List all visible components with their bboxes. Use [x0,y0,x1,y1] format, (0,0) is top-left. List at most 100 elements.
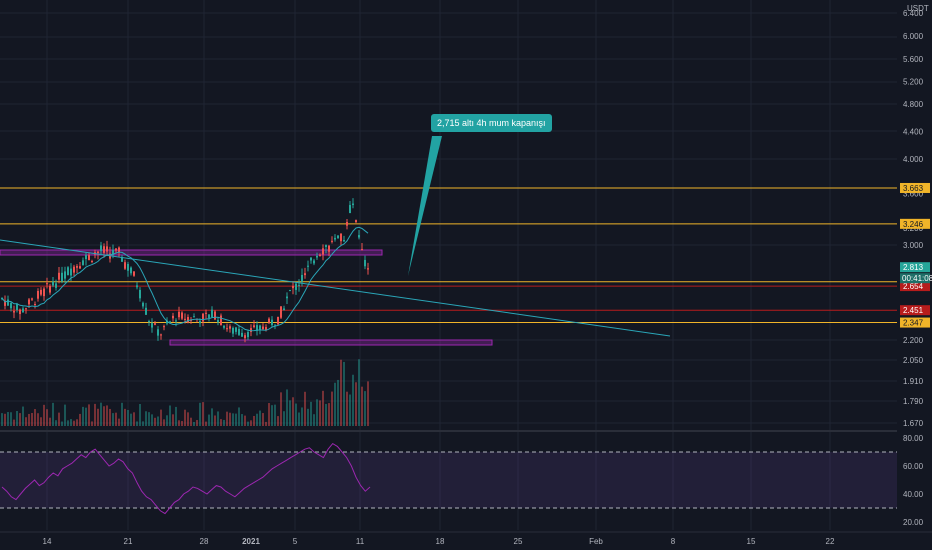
volume-bar [13,419,15,426]
volume-bar [196,420,198,426]
volume-bar [46,409,48,426]
candle-body [217,319,219,323]
volume-bar [319,400,321,426]
price-tick-label: 3.000 [903,241,924,250]
support-zone[interactable] [0,249,383,256]
candle-body [286,296,288,299]
volume-bar [247,421,249,426]
candle-body [250,328,252,332]
volume-bar [358,359,360,426]
volume-bar [190,417,192,426]
price-level-tag [900,218,930,229]
volume-bar [157,416,159,426]
candle-body [19,309,21,315]
price-tick-label: 4.000 [903,155,924,164]
volume-bar [103,406,105,426]
candle-body [97,251,99,254]
volume-bar [112,413,114,426]
candle-body [172,315,174,319]
current-price-tag-text: 2.813 [903,263,924,272]
candle-body [181,312,183,319]
candle-body [157,329,159,336]
volume-bar [271,405,273,426]
volume-bar [115,412,117,426]
candle-body [343,240,345,242]
candle-body [307,265,309,267]
candle-body [352,203,354,205]
volume-bar [193,421,195,426]
candle-body [304,273,306,276]
candle-body [268,318,270,323]
volume-bar [118,418,120,426]
candle-body [220,315,222,326]
time-tick-label: 28 [200,537,209,546]
price-tick-label: 5.600 [903,55,924,64]
volume-bar [4,413,6,426]
volume-bar [22,406,24,426]
volume-bar [136,421,138,426]
candle-body [127,263,129,271]
candle-body [175,320,177,322]
candle-body [361,249,363,251]
rsi-line [1,442,371,515]
price-level-tag-text: 3.663 [903,184,924,193]
price-tick-label: 1.670 [903,419,924,428]
volume-bar [100,402,102,426]
candle-body [13,311,15,313]
support-zone[interactable] [169,339,493,346]
volume-bar [181,420,183,426]
candle-body [256,325,258,331]
volume-bar [160,409,162,426]
candle-body [34,303,36,305]
candle-body [211,309,213,318]
volume-bar [217,411,219,426]
price-tick-label: 1.910 [903,377,924,386]
price-tick-label: 6.400 [903,9,924,18]
candle-body [346,221,348,226]
price-level-tag [900,317,930,328]
volume-bar [223,419,225,426]
candle-body [328,245,330,252]
annotation-callout[interactable]: 2,715 altı 4h mum kapanışı [431,114,552,132]
volume-bar [364,391,366,426]
volume-bar [322,390,324,426]
time-tick-label: Feb [589,537,603,546]
candle-body [310,257,312,261]
candle-body [247,332,249,338]
volume-bar [244,415,246,426]
volume-bar [298,412,300,426]
volume-bars [1,359,369,426]
price-level-tag-text: 2.347 [903,319,924,328]
volume-bar [316,399,318,426]
volume-bar [307,408,309,426]
candle-body [142,302,144,307]
volume-bar [151,414,153,426]
volume-bar [226,411,228,426]
volume-bar [40,417,42,426]
candle-body [190,319,192,321]
time-tick-label: 5 [293,537,298,546]
volume-bar [175,406,177,426]
volume-bar [199,402,201,426]
trendline[interactable] [0,239,671,337]
volume-bar [310,401,312,426]
candle-body [118,247,120,253]
candle-body [283,308,285,311]
candle-body [160,334,162,336]
volume-bar [61,421,63,426]
candle-body [262,326,264,330]
volume-bar [238,407,240,426]
candle-body [4,300,6,306]
candle-body [76,266,78,268]
volume-bar [253,415,255,426]
candle-body [151,323,153,328]
candle-body [226,328,228,330]
candle-body [223,325,225,328]
candle-body [178,311,180,318]
time-axis-labels[interactable]: 14 21 28 2021 5 11 18 25 Feb 8 15 22 [0,531,932,546]
volume-bar [250,420,252,426]
rsi-band [0,452,897,508]
candle-body [199,320,201,324]
candle-body [316,255,318,258]
